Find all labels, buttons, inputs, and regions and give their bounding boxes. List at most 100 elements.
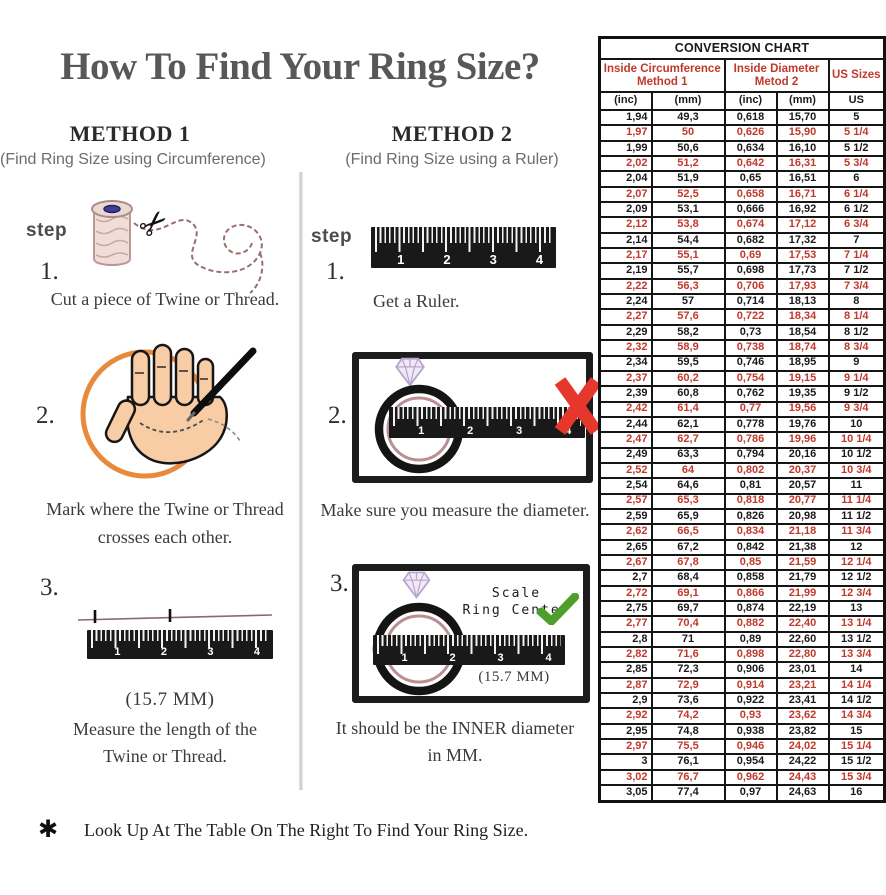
chart-cell: 12 1/2: [827, 569, 886, 587]
chart-cell: 6 3/4: [827, 216, 886, 234]
chart-cell: 24,43: [775, 768, 830, 787]
chart-cell: 71: [650, 630, 726, 649]
chart-cell: 5 1/2: [827, 139, 886, 158]
chart-cell: 17,12: [775, 216, 830, 234]
chart-row: 2,77 70,4 0,882 22,40 13 1/4: [598, 615, 886, 633]
chart-cell: 13 1/2: [827, 630, 886, 649]
measure-diameter-wrong-box: 1 2 3 4: [352, 352, 602, 483]
chart-cell: 54,4: [650, 231, 726, 250]
chart-cell: 13 3/4: [827, 646, 886, 664]
ruler-number: 4: [545, 652, 552, 664]
chart-cell: 2,22: [598, 277, 653, 296]
chart-cell: 9: [827, 354, 886, 372]
pen-icon: [190, 347, 257, 417]
chart-row: 2,42 61,4 0,77 19,56 9 3/4: [598, 400, 886, 418]
chart-col-header: (mm): [650, 91, 726, 111]
chart-cell: 8 1/2: [827, 323, 886, 342]
method1-step2-caption-line2: crosses each other.: [97, 527, 233, 547]
ruler-number: 3: [516, 425, 523, 437]
chart-cell: 15 3/4: [827, 768, 886, 787]
ruler-number: 4: [565, 425, 572, 437]
chart-cell: 0,786: [723, 431, 778, 449]
chart-cell: 2,47: [598, 431, 653, 449]
chart-cell: 2,14: [598, 231, 653, 250]
chart-cell: 2,09: [598, 201, 653, 219]
chart-cell: 2,9: [598, 692, 653, 710]
chart-cell: 69,7: [650, 599, 726, 618]
chart-cell: 0,618: [723, 108, 778, 127]
chart-cell: 60,8: [650, 385, 726, 403]
chart-row: 2,52 64 0,802 20,37 10 3/4: [598, 461, 886, 480]
ruler-icon: 1 2 3 4: [389, 407, 585, 438]
chart-cell: 16,92: [775, 201, 830, 219]
chart-cell: 11 1/4: [827, 492, 886, 510]
chart-cell: 22,19: [775, 599, 830, 618]
chart-cell: 0,89: [723, 630, 778, 649]
chart-cell: 2,24: [598, 293, 653, 311]
chart-row: 2,82 71,6 0,898 22,80 13 3/4: [598, 646, 886, 664]
chart-col-header: (mm): [775, 91, 830, 111]
chart-cell: 5 1/4: [827, 124, 886, 142]
chart-cell: 72,3: [650, 661, 726, 679]
chart-row: 2,19 55,7 0,698 17,73 7 1/2: [598, 262, 886, 280]
chart-cell: 14 1/2: [827, 692, 886, 710]
chart-cell: 62,1: [650, 415, 726, 434]
chart-row: 2,27 57,6 0,722 18,34 8 1/4: [598, 308, 886, 326]
method1-step1-caption: Cut a piece of Twine or Thread.: [50, 289, 280, 309]
chart-cell: 0,642: [723, 155, 778, 173]
chart-row: 2,97 75,5 0,946 24,02 15 1/4: [598, 738, 886, 756]
x-mark-icon: [554, 377, 602, 435]
chart-row: 2,47 62,7 0,786 19,96 10 1/4: [598, 431, 886, 449]
chart-cell: 18,95: [775, 354, 830, 372]
chart-cell: 3: [598, 753, 653, 771]
chart-cell: 49,3: [650, 108, 726, 127]
chart-cell: 0,938: [723, 722, 778, 741]
chart-row: 2,14 54,4 0,682 17,32 7: [598, 231, 886, 250]
chart-row: 2,67 67,8 0,85 21,59 12 1/4: [598, 553, 886, 572]
chart-cell: 20,77: [775, 492, 830, 510]
chart-cell: 74,8: [650, 722, 726, 741]
chart-cell: 10: [827, 415, 886, 434]
method2-heading: METHOD 2: [391, 121, 513, 146]
method1-step2-number: 2.: [36, 402, 55, 429]
chart-cell: 59,5: [650, 354, 726, 372]
chart-cell: 19,35: [775, 385, 830, 403]
chart-cell: 16,51: [775, 170, 830, 188]
chart-cell: 16,71: [775, 185, 830, 204]
chart-cell: 72,9: [650, 676, 726, 695]
chart-row: 2,57 65,3 0,818 20,77 11 1/4: [598, 492, 886, 510]
chart-row: 2,07 52,5 0,658 16,71 6 1/4: [598, 185, 886, 204]
chart-row: 2,32 58,9 0,738 18,74 8 3/4: [598, 339, 886, 357]
chart-cell: 12 1/4: [827, 553, 886, 572]
chart-cell: 17,73: [775, 262, 830, 280]
chart-cell: 1,99: [598, 139, 653, 158]
chart-row: 2,9 73,6 0,922 23,41 14 1/2: [598, 692, 886, 710]
chart-cell: 64: [650, 461, 726, 480]
chart-cell: 0,81: [723, 477, 778, 495]
chart-cell: 6: [827, 170, 886, 188]
chart-row: 2,54 64,6 0,81 20,57 11: [598, 477, 886, 495]
chart-cell: 12 3/4: [827, 584, 886, 603]
chart-cell: 6 1/2: [827, 201, 886, 219]
chart-cell: 2,92: [598, 707, 653, 725]
ruler-icon: 1 2 3 4: [373, 635, 565, 665]
chart-cell: 5: [827, 108, 886, 127]
chart-cell: 0,746: [723, 354, 778, 372]
chart-row: 1,99 50,6 0,634 16,10 5 1/2: [598, 139, 886, 158]
chart-row: 2,09 53,1 0,666 16,92 6 1/2: [598, 201, 886, 219]
chart-cell: 2,75: [598, 599, 653, 618]
chart-row: 2,37 60,2 0,754 19,15 9 1/4: [598, 369, 886, 388]
chart-cell: 23,41: [775, 692, 830, 710]
chart-col-header: US: [827, 91, 886, 111]
chart-cell: 14 1/4: [827, 676, 886, 695]
chart-cell: 70,4: [650, 615, 726, 633]
chart-cell: 10 1/4: [827, 431, 886, 449]
ruler-number: 1: [114, 646, 121, 658]
chart-col-header: (inc): [723, 91, 778, 111]
method2-step3-caption-line1: It should be the INNER diameter: [335, 718, 575, 738]
footer-note: Look Up At The Table On The Right To Fin…: [84, 820, 529, 840]
chart-cell: 18,34: [775, 308, 830, 326]
chart-cell: 6 1/4: [827, 185, 886, 204]
method1-step3-number: 3.: [40, 574, 59, 601]
